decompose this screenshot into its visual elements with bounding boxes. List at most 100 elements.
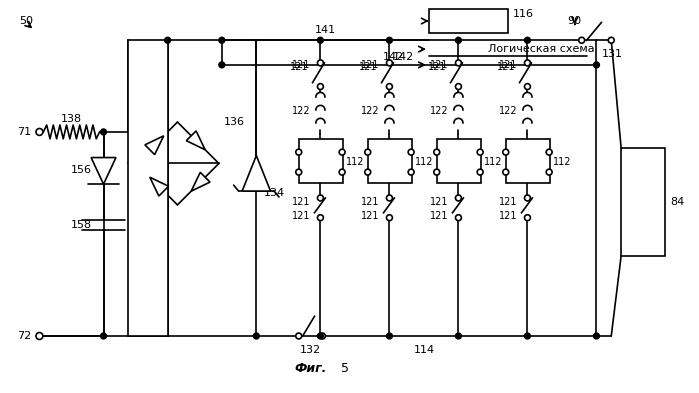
Circle shape (317, 333, 324, 339)
Text: 121: 121 (428, 62, 447, 72)
Text: 121: 121 (292, 60, 310, 70)
Polygon shape (192, 172, 210, 191)
Circle shape (456, 215, 461, 220)
Polygon shape (145, 136, 164, 154)
Circle shape (387, 195, 392, 201)
Text: 121: 121 (292, 197, 310, 207)
Circle shape (296, 333, 302, 339)
Bar (128, 40, 168, 336)
Circle shape (434, 149, 440, 155)
Circle shape (339, 149, 345, 155)
Bar (506, 139, 550, 183)
Bar (298, 139, 343, 183)
Bar (429, 9, 507, 33)
Circle shape (593, 62, 600, 68)
Circle shape (296, 169, 302, 175)
Text: 121: 121 (499, 211, 517, 221)
Text: Фиг.: Фиг. (294, 362, 326, 375)
Circle shape (101, 129, 106, 135)
Circle shape (317, 84, 324, 90)
Circle shape (503, 169, 509, 175)
Circle shape (408, 169, 414, 175)
Circle shape (317, 215, 324, 220)
Text: 141: 141 (315, 26, 336, 35)
Circle shape (387, 215, 392, 220)
Circle shape (546, 169, 552, 175)
Circle shape (165, 37, 171, 43)
Text: Логическая схема: Логическая схема (488, 44, 595, 54)
Circle shape (365, 169, 370, 175)
Circle shape (317, 60, 324, 66)
Circle shape (387, 37, 392, 43)
Text: 122: 122 (361, 106, 380, 116)
Polygon shape (150, 177, 168, 196)
Text: 5: 5 (341, 362, 349, 375)
Circle shape (339, 169, 345, 175)
Polygon shape (91, 158, 116, 184)
Circle shape (253, 333, 259, 339)
Circle shape (524, 84, 531, 90)
Circle shape (456, 195, 461, 201)
Text: 121: 121 (430, 211, 449, 221)
Circle shape (579, 37, 584, 43)
Text: 50: 50 (20, 15, 34, 26)
Text: 131: 131 (601, 49, 622, 59)
Circle shape (524, 37, 531, 43)
Text: 90: 90 (567, 15, 581, 26)
Bar (437, 139, 481, 183)
Text: 121: 121 (497, 62, 516, 72)
Text: 114: 114 (413, 345, 435, 355)
Circle shape (36, 332, 43, 340)
Circle shape (524, 195, 531, 201)
Circle shape (36, 129, 43, 135)
Text: 122: 122 (499, 106, 517, 116)
Circle shape (456, 37, 461, 43)
Text: 121: 121 (499, 60, 517, 70)
Circle shape (524, 60, 531, 66)
Text: 138: 138 (60, 114, 82, 124)
Circle shape (387, 333, 392, 339)
Text: 142: 142 (393, 52, 414, 62)
Text: 121: 121 (361, 60, 380, 70)
Text: 121: 121 (430, 60, 449, 70)
Text: 158: 158 (71, 220, 92, 230)
Circle shape (608, 37, 614, 43)
Circle shape (477, 149, 483, 155)
Text: 121: 121 (361, 211, 380, 221)
Circle shape (456, 84, 461, 90)
Text: 112: 112 (484, 156, 503, 167)
Text: 71: 71 (17, 127, 31, 137)
Circle shape (387, 84, 392, 90)
Circle shape (546, 149, 552, 155)
Circle shape (503, 149, 509, 155)
Text: 116: 116 (512, 9, 533, 18)
Text: 112: 112 (415, 156, 433, 167)
Text: 122: 122 (430, 106, 449, 116)
Circle shape (456, 60, 461, 66)
Circle shape (456, 333, 461, 339)
Circle shape (408, 149, 414, 155)
Text: 121: 121 (292, 211, 310, 221)
Circle shape (319, 333, 325, 339)
Circle shape (317, 37, 324, 43)
Polygon shape (187, 131, 205, 150)
Circle shape (219, 37, 225, 43)
Circle shape (219, 62, 225, 68)
Circle shape (365, 149, 370, 155)
Circle shape (296, 149, 302, 155)
Text: 112: 112 (553, 156, 572, 167)
Bar (621, 148, 665, 256)
Circle shape (524, 215, 531, 220)
Text: 72: 72 (17, 331, 31, 341)
Circle shape (524, 333, 531, 339)
Circle shape (477, 169, 483, 175)
Text: 142: 142 (383, 52, 404, 62)
Circle shape (434, 169, 440, 175)
Text: 122: 122 (292, 106, 310, 116)
Text: 132: 132 (300, 345, 321, 355)
Text: 121: 121 (430, 197, 449, 207)
Text: 134: 134 (264, 188, 285, 198)
Bar (368, 139, 412, 183)
Text: 121: 121 (290, 62, 308, 72)
Text: 136: 136 (224, 117, 245, 127)
